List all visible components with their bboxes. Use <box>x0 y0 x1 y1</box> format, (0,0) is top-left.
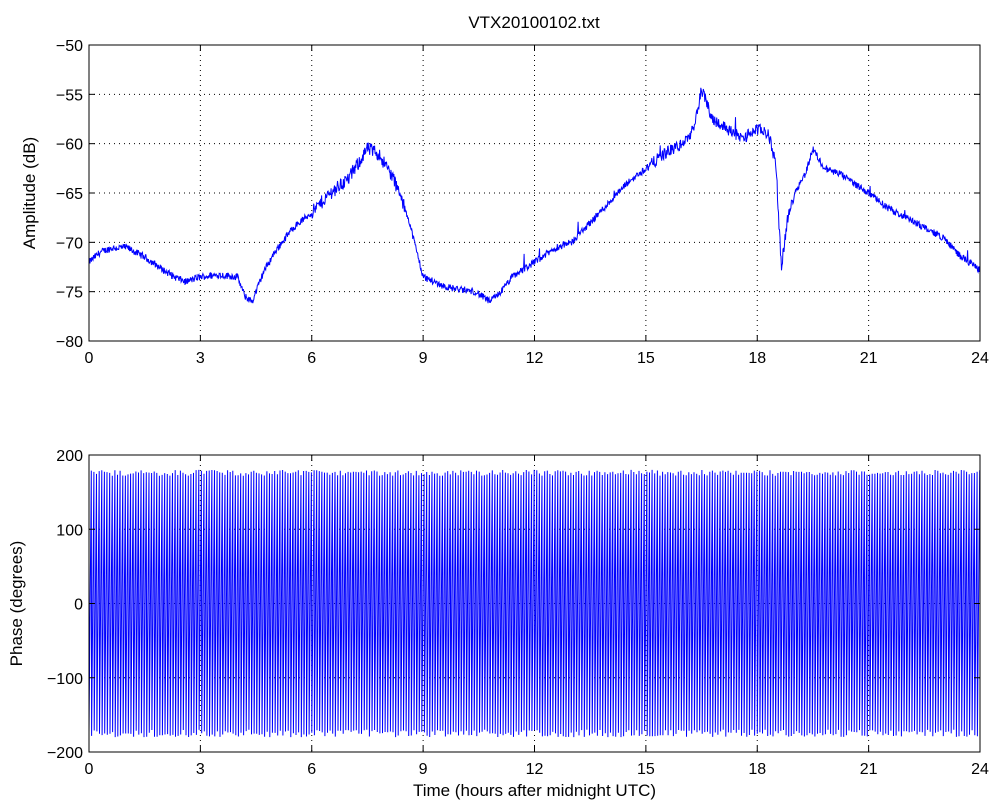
y-tick-label: −55 <box>56 87 83 104</box>
x-tick-label: 0 <box>85 761 94 778</box>
phase-x-tick-labels: 0 3 6 9 12 15 18 21 24 <box>85 761 989 778</box>
amplitude-x-tick-labels: 0 3 6 9 12 15 18 21 24 <box>85 350 989 367</box>
x-tick-label: 21 <box>860 350 878 367</box>
x-tick-label: 24 <box>971 350 989 367</box>
phase-ticks <box>88 454 981 753</box>
phase-x-axis-label: Time (hours after midnight UTC) <box>413 781 656 800</box>
amplitude-line <box>88 87 981 304</box>
x-tick-label: 6 <box>307 350 316 367</box>
x-tick-label: 6 <box>307 761 316 778</box>
y-tick-label: 200 <box>56 448 83 465</box>
y-tick-label: 100 <box>56 522 83 539</box>
x-tick-label: 15 <box>637 350 655 367</box>
y-tick-label: −60 <box>56 137 83 154</box>
amplitude-y-axis-label: Amplitude (dB) <box>20 137 39 249</box>
phase-line <box>88 469 981 738</box>
x-tick-label: 18 <box>748 761 766 778</box>
x-tick-label: 18 <box>748 350 766 367</box>
phase-y-tick-labels: −200 −100 0 100 200 <box>47 448 83 762</box>
x-tick-label: 24 <box>971 761 989 778</box>
x-tick-label: 9 <box>419 350 428 367</box>
y-tick-label: −70 <box>56 235 83 252</box>
amplitude-series <box>88 87 981 304</box>
x-tick-label: 12 <box>526 761 544 778</box>
y-tick-label: −100 <box>47 671 83 688</box>
x-tick-label: 21 <box>860 761 878 778</box>
amplitude-y-tick-labels: −80 −75 −70 −65 −60 −55 −50 <box>56 38 83 351</box>
amplitude-axes: 0 3 6 9 12 15 18 21 24 −80 −75 −70 −65 −60 −55 −50 Amp… <box>20 38 989 367</box>
x-tick-label: 9 <box>419 761 428 778</box>
phase-axes: 0 3 6 9 12 15 18 21 24 −200 −100 0 100 200 Phase (de… <box>7 448 989 800</box>
phase-series <box>88 469 981 738</box>
amplitude-ticks <box>88 44 981 342</box>
x-tick-label: 3 <box>196 761 205 778</box>
figure-title: VTX20100102.txt <box>468 13 600 32</box>
amplitude-grid <box>89 45 980 341</box>
y-tick-label: 0 <box>74 597 83 614</box>
y-tick-label: −50 <box>56 38 83 55</box>
x-tick-label: 15 <box>637 761 655 778</box>
y-tick-label: −65 <box>56 186 83 203</box>
phase-y-axis-label: Phase (degrees) <box>7 541 26 667</box>
y-tick-label: −75 <box>56 285 83 302</box>
x-tick-label: 3 <box>196 350 205 367</box>
x-tick-label: 12 <box>526 350 544 367</box>
y-tick-label: −80 <box>56 334 83 351</box>
y-tick-label: −200 <box>47 745 83 762</box>
x-tick-label: 0 <box>85 350 94 367</box>
